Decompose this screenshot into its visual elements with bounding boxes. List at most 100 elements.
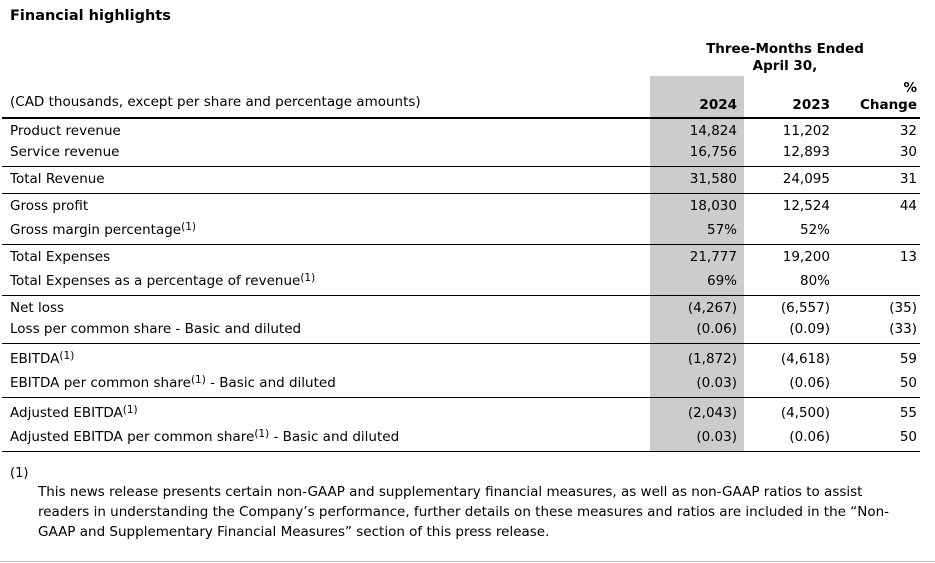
cell-change: 31 xyxy=(899,171,917,187)
table-row: EBITDA(1) (1,872) (4,618) 59 xyxy=(2,343,920,371)
cell-change: 44 xyxy=(899,198,917,214)
cell-change: 32 xyxy=(899,123,917,139)
table-row: Total Expenses 21,777 19,200 13 xyxy=(2,244,920,269)
cell-2023: (0.06) xyxy=(789,429,830,445)
cell-2023: (0.09) xyxy=(789,321,830,337)
footnote-ref: (1) xyxy=(300,272,316,284)
cell-2024: 57% xyxy=(650,217,744,245)
cell-change xyxy=(838,268,920,296)
row-label: Gross profit xyxy=(2,194,650,218)
table-header: Three-Months Ended April 30, (CAD thousa… xyxy=(2,39,920,118)
footnote-ref: (1) xyxy=(59,350,75,362)
row-label: EBITDA per common share(1) - Basic and d… xyxy=(2,370,650,398)
group-expenses: Total Expenses 21,777 19,200 13 Total Ex… xyxy=(2,244,920,296)
cell-2024: (4,267) xyxy=(650,295,744,319)
table-row: Gross profit 18,030 12,524 44 xyxy=(2,193,920,218)
group-adjusted-ebitda: Adjusted EBITDA(1) (2,043) (4,500) 55 Ad… xyxy=(2,397,920,452)
row-label-text: Gross margin percentage xyxy=(10,222,182,238)
cell-change: (35) xyxy=(889,300,917,316)
cell-2023: (6,557) xyxy=(780,300,830,316)
group-total-revenue: Total Revenue 31,580 24,095 31 xyxy=(2,166,920,194)
column-header-2024: 2024 xyxy=(650,76,744,118)
row-label: Gross margin percentage(1) xyxy=(2,217,650,245)
period-header: Three-Months Ended April 30, xyxy=(650,39,920,76)
spacer-cell xyxy=(2,39,650,76)
cell-2024: (2,043) xyxy=(650,397,744,424)
cell-2023: 80% xyxy=(799,273,830,289)
group-gross-profit: Gross profit 18,030 12,524 44 Gross marg… xyxy=(2,193,920,245)
cell-2024: 31,580 xyxy=(650,166,744,194)
cell-2023: (0.06) xyxy=(789,375,830,391)
period-line1: Three-Months Ended xyxy=(706,41,864,57)
row-label-text: Net loss xyxy=(10,300,65,316)
column-header-2023: 2023 xyxy=(792,97,830,113)
period-header-row: Three-Months Ended April 30, xyxy=(2,39,920,76)
table-row: EBITDA per common share(1) - Basic and d… xyxy=(2,370,920,398)
cell-2024: 18,030 xyxy=(650,193,744,217)
row-label-text: Service revenue xyxy=(10,144,120,160)
row-label-text: EBITDA xyxy=(10,351,60,367)
row-label: Adjusted EBITDA(1) xyxy=(2,398,650,425)
row-label-text: EBITDA per common share xyxy=(10,375,191,391)
page-bottom-divider xyxy=(0,561,935,562)
cell-2023: 24,095 xyxy=(782,171,830,187)
cell-change: (33) xyxy=(889,321,917,337)
row-label: Total Expenses as a percentage of revenu… xyxy=(2,268,650,296)
row-label-text: Loss per common share - Basic and dilute… xyxy=(10,321,302,337)
cell-change: 50 xyxy=(899,429,917,445)
period-line2: April 30, xyxy=(752,58,818,74)
cell-2023: 19,200 xyxy=(782,249,830,265)
column-header-row: (CAD thousands, except per share and per… xyxy=(2,76,920,118)
cell-2024: (0.03) xyxy=(650,370,744,398)
table-row: Total Expenses as a percentage of revenu… xyxy=(2,268,920,296)
row-label-text: Gross profit xyxy=(10,198,89,214)
footnote-ref: (1) xyxy=(122,404,138,416)
footnote-text: This news release presents certain non-G… xyxy=(38,484,890,540)
row-label-suffix: - Basic and diluted xyxy=(205,375,336,391)
row-label: Net loss xyxy=(2,296,650,320)
footnote-marker: (1) xyxy=(10,466,29,481)
cell-2024: 21,777 xyxy=(650,244,744,268)
footnote-ref: (1) xyxy=(190,374,206,386)
row-label-suffix: - Basic and diluted xyxy=(269,429,400,445)
table-row: Product revenue 14,824 11,202 32 xyxy=(2,118,920,142)
group-revenue: Product revenue 14,824 11,202 32 Service… xyxy=(2,118,920,167)
cell-2024: (0.03) xyxy=(650,424,744,452)
change-header-line1: % xyxy=(903,80,917,96)
cell-2023: (4,618) xyxy=(780,351,830,367)
column-header-change: % Change xyxy=(838,76,920,118)
table-row: Adjusted EBITDA per common share(1) - Ba… xyxy=(2,424,920,452)
cell-2024: (1,872) xyxy=(650,343,744,370)
cell-2023: 52% xyxy=(799,222,830,238)
row-label: Total Expenses xyxy=(2,245,650,269)
cell-2023: 12,524 xyxy=(782,198,830,214)
financial-highlights-table: Three-Months Ended April 30, (CAD thousa… xyxy=(2,39,920,452)
row-label: Loss per common share - Basic and dilute… xyxy=(2,319,650,344)
cell-2024: (0.06) xyxy=(650,319,744,344)
change-header-line2: Change xyxy=(859,97,917,113)
cell-change xyxy=(838,217,920,245)
cell-2024: 69% xyxy=(650,268,744,296)
row-label: Total Revenue xyxy=(2,167,650,194)
table-row: Total Revenue 31,580 24,095 31 xyxy=(2,166,920,194)
page-title: Financial highlights xyxy=(10,8,171,24)
cell-change: 13 xyxy=(899,249,917,265)
cell-change: 30 xyxy=(899,144,917,160)
footnote: (1) This news release presents certain n… xyxy=(10,466,935,542)
unit-note: (CAD thousands, except per share and per… xyxy=(10,94,421,110)
table-row: Loss per common share - Basic and dilute… xyxy=(2,319,920,344)
table-row: Gross margin percentage(1) 57% 52% xyxy=(2,217,920,245)
footnote-ref: (1) xyxy=(254,428,270,440)
cell-2023: 12,893 xyxy=(782,144,830,160)
cell-change: 50 xyxy=(899,375,917,391)
cell-2023: 11,202 xyxy=(782,123,830,139)
footnote-ref: (1) xyxy=(181,221,196,233)
row-label: EBITDA(1) xyxy=(2,344,650,371)
cell-2024: 16,756 xyxy=(650,142,744,167)
group-net-loss: Net loss (4,267) (6,557) (35) Loss per c… xyxy=(2,295,920,344)
row-label-text: Total Expenses as a percentage of revenu… xyxy=(10,273,301,289)
row-label-text: Adjusted EBITDA per common share xyxy=(10,429,255,445)
row-label-text: Total Revenue xyxy=(10,171,105,187)
cell-change: 59 xyxy=(899,351,917,367)
